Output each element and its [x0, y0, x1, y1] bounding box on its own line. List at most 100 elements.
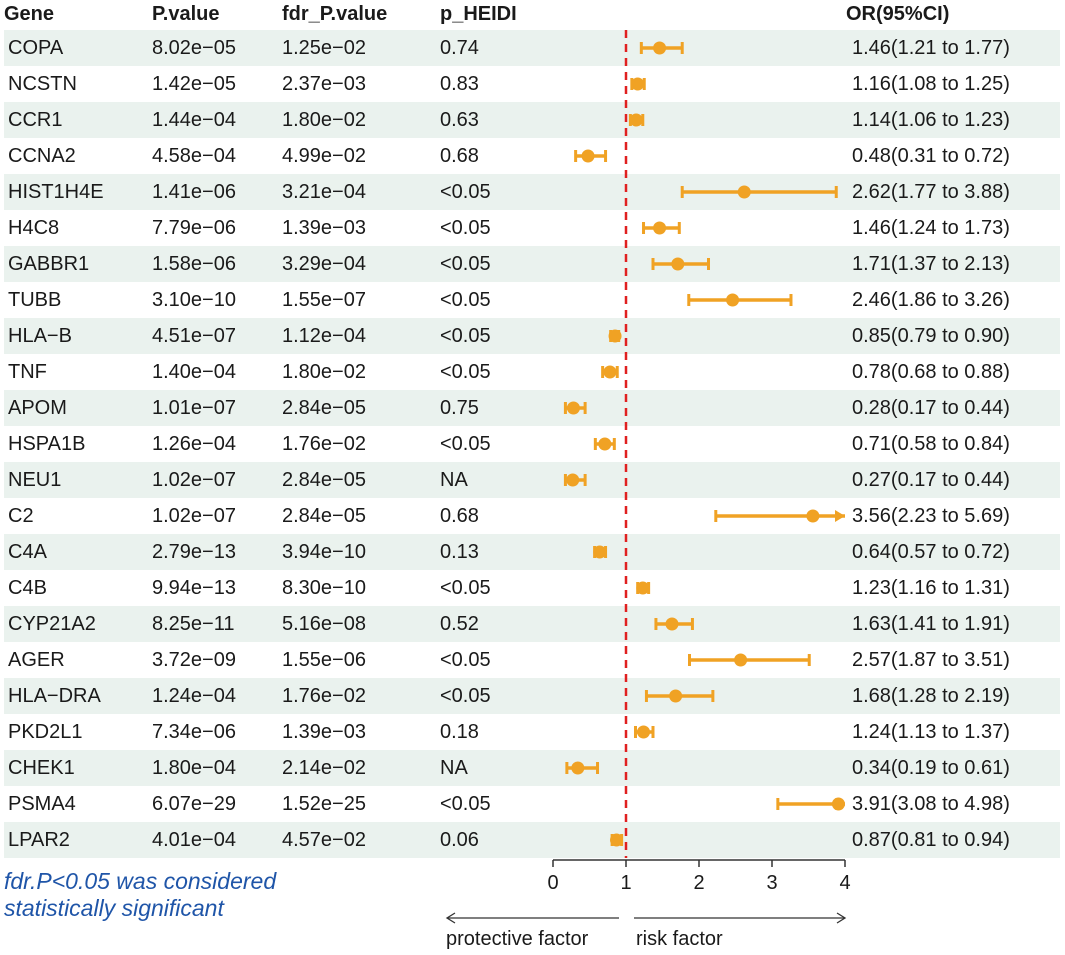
fdr-cell: 1.80e−02 — [282, 361, 366, 383]
or-cell: 0.27(0.17 to 0.44) — [852, 469, 1010, 491]
heidi-cell: 0.52 — [440, 613, 479, 635]
or-cell: 1.71(1.37 to 2.13) — [852, 253, 1010, 275]
heidi-cell: <0.05 — [440, 793, 491, 815]
table-row — [4, 462, 1060, 498]
heidi-cell: NA — [440, 757, 468, 779]
gene-cell: HSPA1B — [8, 433, 86, 455]
heidi-cell: 0.83 — [440, 73, 479, 95]
gene-cell: GABBR1 — [8, 253, 90, 275]
table-row — [4, 30, 1060, 66]
fdr-cell: 1.80e−02 — [282, 109, 366, 131]
heidi-cell: 0.06 — [440, 829, 479, 851]
or-cell: 3.56(2.23 to 5.69) — [852, 505, 1010, 527]
gene-cell: AGER — [8, 649, 65, 671]
heidi-cell: 0.13 — [440, 541, 479, 563]
heidi-cell: <0.05 — [440, 253, 491, 275]
fdr-cell: 1.76e−02 — [282, 433, 366, 455]
pvalue-cell: 4.01e−04 — [152, 829, 236, 851]
fdr-cell: 1.76e−02 — [282, 685, 366, 707]
table-row — [4, 606, 1060, 642]
gene-cell: HLA−B — [8, 325, 72, 347]
table-row — [4, 318, 1060, 354]
heidi-cell: <0.05 — [440, 217, 491, 239]
fdr-cell: 3.21e−04 — [282, 181, 366, 203]
gene-cell: TNF — [8, 361, 47, 383]
fdr-cell: 5.16e−08 — [282, 613, 366, 635]
footnote-line2: statistically significant — [4, 895, 224, 921]
gene-cell: C4B — [8, 577, 47, 599]
pvalue-cell: 3.10e−10 — [152, 289, 236, 311]
fdr-cell: 1.12e−04 — [282, 325, 366, 347]
fdr-cell: 4.57e−02 — [282, 829, 366, 851]
or-cell: 0.64(0.57 to 0.72) — [852, 541, 1010, 563]
pvalue-cell: 1.01e−07 — [152, 397, 236, 419]
table-row — [4, 534, 1060, 570]
pvalue-cell: 1.26e−04 — [152, 433, 236, 455]
heidi-cell: 0.18 — [440, 721, 479, 743]
or-cell: 1.46(1.24 to 1.73) — [852, 217, 1010, 239]
gene-cell: CYP21A2 — [8, 613, 96, 635]
gene-cell: APOM — [8, 397, 67, 419]
footnote-line1: fdr.P<0.05 was considered — [4, 868, 277, 894]
heidi-cell: 0.75 — [440, 397, 479, 419]
x-tick-label: 1 — [620, 872, 631, 894]
x-label-risk: risk factor — [636, 928, 723, 950]
gene-cell: TUBB — [8, 289, 62, 311]
or-cell: 0.28(0.17 to 0.44) — [852, 397, 1010, 419]
header-or: OR(95%CI) — [846, 3, 950, 25]
gene-cell: HIST1H4E — [8, 181, 104, 203]
fdr-cell: 3.94e−10 — [282, 541, 366, 563]
pvalue-cell: 1.02e−07 — [152, 505, 236, 527]
or-cell: 2.62(1.77 to 3.88) — [852, 181, 1010, 203]
pvalue-cell: 6.07e−29 — [152, 793, 236, 815]
or-cell: 1.14(1.06 to 1.23) — [852, 109, 1010, 131]
or-cell: 0.34(0.19 to 0.61) — [852, 757, 1010, 779]
or-cell: 1.68(1.28 to 2.19) — [852, 685, 1010, 707]
gene-cell: CCR1 — [8, 109, 63, 131]
fdr-cell: 2.84e−05 — [282, 505, 366, 527]
fdr-cell: 1.52e−25 — [282, 793, 366, 815]
table-row — [4, 822, 1060, 858]
or-cell: 0.48(0.31 to 0.72) — [852, 145, 1010, 167]
or-cell: 2.46(1.86 to 3.26) — [852, 289, 1010, 311]
gene-cell: NCSTN — [8, 73, 77, 95]
or-cell: 0.71(0.58 to 0.84) — [852, 433, 1010, 455]
gene-cell: C4A — [8, 541, 47, 563]
table-row — [4, 174, 1060, 210]
pvalue-cell: 1.24e−04 — [152, 685, 236, 707]
heidi-cell: <0.05 — [440, 433, 491, 455]
or-cell: 3.91(3.08 to 4.98) — [852, 793, 1010, 815]
pvalue-cell: 7.79e−06 — [152, 217, 236, 239]
header-pvalue: P.value — [152, 3, 220, 25]
fdr-cell: 4.99e−02 — [282, 145, 366, 167]
table-row — [4, 750, 1060, 786]
heidi-cell: <0.05 — [440, 181, 491, 203]
fdr-cell: 2.84e−05 — [282, 469, 366, 491]
gene-cell: NEU1 — [8, 469, 62, 491]
gene-cell: C2 — [8, 505, 34, 527]
fdr-cell: 2.37e−03 — [282, 73, 366, 95]
pvalue-cell: 4.58e−04 — [152, 145, 236, 167]
pvalue-cell: 1.80e−04 — [152, 757, 236, 779]
heidi-cell: 0.63 — [440, 109, 479, 131]
gene-cell: CHEK1 — [8, 757, 75, 779]
x-label-protective: protective factor — [446, 928, 589, 950]
or-cell: 1.63(1.41 to 1.91) — [852, 613, 1010, 635]
gene-cell: LPAR2 — [8, 829, 70, 851]
or-cell: 1.24(1.13 to 1.37) — [852, 721, 1010, 743]
pvalue-cell: 1.41e−06 — [152, 181, 236, 203]
pvalue-cell: 7.34e−06 — [152, 721, 236, 743]
or-cell: 1.16(1.08 to 1.25) — [852, 73, 1010, 95]
heidi-cell: NA — [440, 469, 468, 491]
pvalue-cell: 1.02e−07 — [152, 469, 236, 491]
x-tick-label: 0 — [547, 872, 558, 894]
heidi-cell: <0.05 — [440, 577, 491, 599]
fdr-cell: 1.39e−03 — [282, 721, 366, 743]
arrow-left-head — [445, 912, 456, 924]
header-fdr: fdr_P.value — [282, 3, 388, 25]
x-tick-label: 3 — [766, 872, 777, 894]
or-cell: 2.57(1.87 to 3.51) — [852, 649, 1010, 671]
pvalue-cell: 8.25e−11 — [152, 613, 235, 635]
header-gene: Gene — [4, 3, 55, 25]
pvalue-cell: 2.79e−13 — [152, 541, 236, 563]
